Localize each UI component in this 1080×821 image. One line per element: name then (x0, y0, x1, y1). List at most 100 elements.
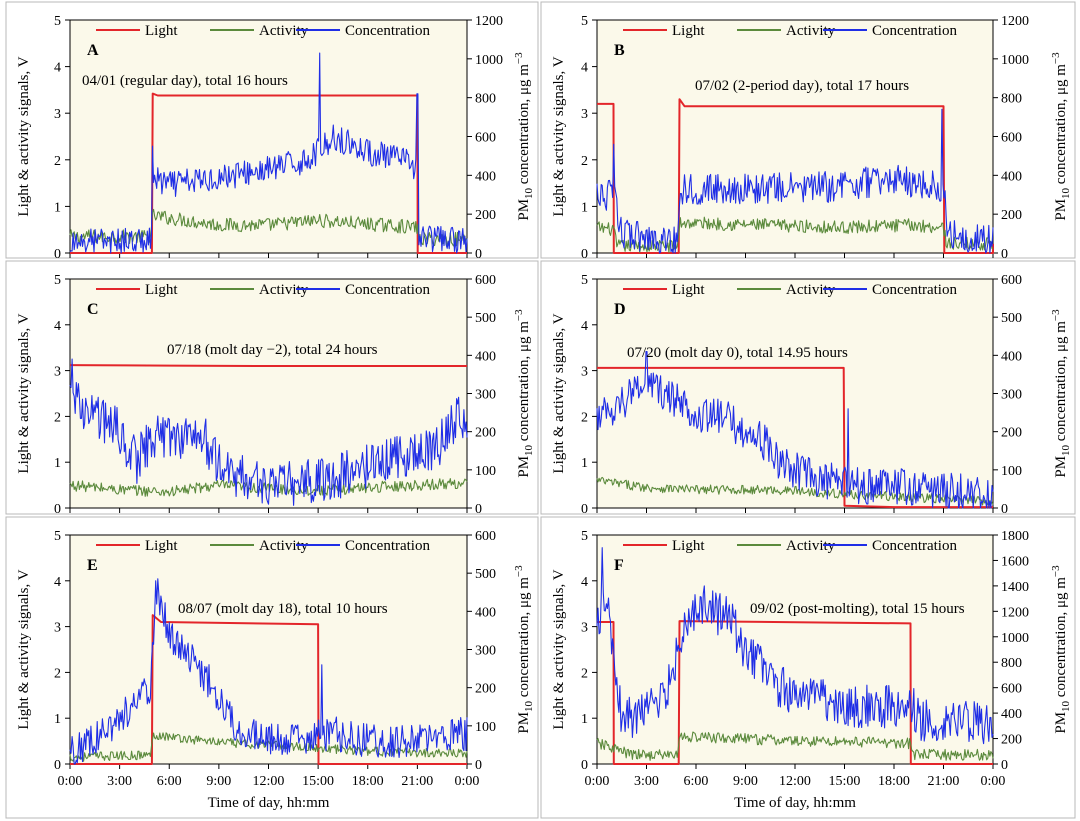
left-tick-label: 0 (54, 247, 61, 262)
panel-e: 0 1 2 3 4 5 0 100 200 300 400 500 600 0:00 3:00 6:00 9:0… (5, 516, 539, 819)
right-tick-label: 400 (1001, 707, 1022, 722)
panel-f: 0 1 2 3 4 5 0 200 400 600 800 1000 1200 1400 1600 1800 0… (540, 516, 1076, 819)
left-tick-label: 0 (581, 758, 588, 773)
legend-label-activity: Activity (259, 282, 309, 298)
right-axis-title: PM10 concentration, μg m−3 (513, 309, 535, 478)
x-tick-label: 21:00 (401, 774, 433, 789)
left-tick-label: 0 (581, 502, 588, 517)
right-tick-label: 1000 (1001, 631, 1029, 646)
legend-label-concentration: Concentration (872, 282, 957, 298)
right-tick-label: 1000 (1001, 53, 1029, 68)
right-tick-label: 500 (475, 311, 496, 326)
left-tick-label: 4 (54, 575, 61, 590)
right-tick-label: 1200 (475, 14, 503, 29)
panel-annotation: 04/01 (regular day), total 16 hours (82, 73, 288, 89)
series-light (597, 98, 994, 254)
legend-label-activity: Activity (259, 538, 309, 554)
series-activity (69, 208, 468, 247)
left-axis-title: Light & activity signals, V (16, 313, 32, 473)
left-tick-label: 1 (54, 712, 61, 727)
legend-label-light: Light (672, 538, 705, 554)
left-axis-title: Light & activity signals, V (551, 569, 567, 729)
right-tick-label: 100 (475, 720, 496, 735)
legend-label-concentration: Concentration (345, 538, 430, 554)
right-tick-label: 0 (1001, 502, 1008, 517)
left-tick-label: 1 (54, 456, 61, 471)
right-tick-label: 200 (1001, 208, 1022, 223)
legend-label-concentration: Concentration (345, 282, 430, 298)
left-tick-label: 3 (54, 621, 61, 636)
right-tick-label: 300 (475, 644, 496, 659)
right-tick-label: 600 (475, 131, 496, 146)
legend-label-light: Light (145, 538, 178, 554)
panel-letter: D (614, 301, 626, 318)
panel-frame (540, 1, 1076, 259)
panel-frame (540, 516, 1076, 819)
right-tick-label: 1800 (1001, 529, 1029, 544)
right-axis-title: PM10 concentration, μg m−3 (513, 565, 535, 734)
panel-annotation: 09/02 (post-molting), total 15 hours (750, 601, 965, 617)
right-tick-label: 1400 (1001, 580, 1029, 595)
left-axis-title: Light & activity signals, V (551, 313, 567, 473)
series-activity (596, 476, 994, 506)
series-concentration (69, 578, 468, 765)
right-tick-label: 600 (475, 273, 496, 288)
x-tick-label: 0:00 (981, 774, 1006, 789)
series-concentration (69, 358, 468, 506)
legend-label-activity: Activity (786, 538, 836, 554)
right-tick-label: 600 (1001, 273, 1022, 288)
right-tick-label: 100 (1001, 464, 1022, 479)
panel-letter: F (614, 557, 624, 574)
x-tick-label: 15:00 (302, 774, 334, 789)
panel-frame (5, 260, 539, 515)
right-tick-label: 400 (1001, 169, 1022, 184)
legend-label-concentration: Concentration (872, 23, 957, 39)
right-tick-label: 200 (475, 426, 496, 441)
plot-area (596, 534, 994, 765)
panel-letter: C (87, 301, 99, 318)
left-tick-label: 1 (581, 712, 588, 727)
left-axis-title: Light & activity signals, V (551, 56, 567, 216)
left-tick-label: 5 (581, 529, 588, 544)
left-tick-label: 1 (581, 456, 588, 471)
right-tick-label: 800 (1001, 656, 1022, 671)
series-light (69, 364, 467, 367)
left-tick-label: 0 (54, 758, 61, 773)
right-tick-label: 0 (475, 502, 482, 517)
series-light (70, 614, 467, 765)
right-tick-label: 1600 (1001, 554, 1029, 569)
x-tick-label: 0:00 (58, 774, 83, 789)
left-tick-label: 5 (581, 273, 588, 288)
series-concentration (596, 350, 994, 509)
right-tick-label: 600 (1001, 682, 1022, 697)
legend-label-activity: Activity (786, 282, 836, 298)
legend-label-light: Light (672, 23, 705, 39)
x-tick-label: 18:00 (878, 774, 910, 789)
panel-letter: A (87, 42, 99, 59)
x-tick-label: 9:00 (733, 774, 758, 789)
left-tick-label: 0 (54, 502, 61, 517)
legend-label-light: Light (145, 23, 178, 39)
left-tick-label: 5 (54, 529, 61, 544)
legend-label-concentration: Concentration (345, 23, 430, 39)
x-tick-label: 12:00 (253, 774, 285, 789)
panel-frame (540, 260, 1076, 515)
right-tick-label: 300 (1001, 388, 1022, 403)
right-tick-label: 1200 (1001, 605, 1029, 620)
panel-b: 0 1 2 3 4 5 0 200 400 600 800 1000 1200 Light Activity… (540, 1, 1076, 262)
legend-label-activity: Activity (786, 23, 836, 39)
right-tick-label: 0 (1001, 247, 1008, 262)
right-tick-label: 200 (1001, 426, 1022, 441)
left-tick-label: 3 (54, 365, 61, 380)
left-tick-label: 2 (54, 666, 61, 681)
right-tick-label: 500 (475, 567, 496, 582)
right-tick-label: 200 (475, 682, 496, 697)
right-axis-title: PM10 concentration, μg m−3 (1050, 309, 1072, 478)
x-tick-label: 6:00 (684, 774, 709, 789)
left-tick-label: 3 (581, 107, 588, 122)
series-concentration (596, 547, 994, 745)
left-tick-label: 2 (581, 410, 588, 425)
left-tick-label: 5 (54, 14, 61, 29)
legend-label-concentration: Concentration (872, 538, 957, 554)
